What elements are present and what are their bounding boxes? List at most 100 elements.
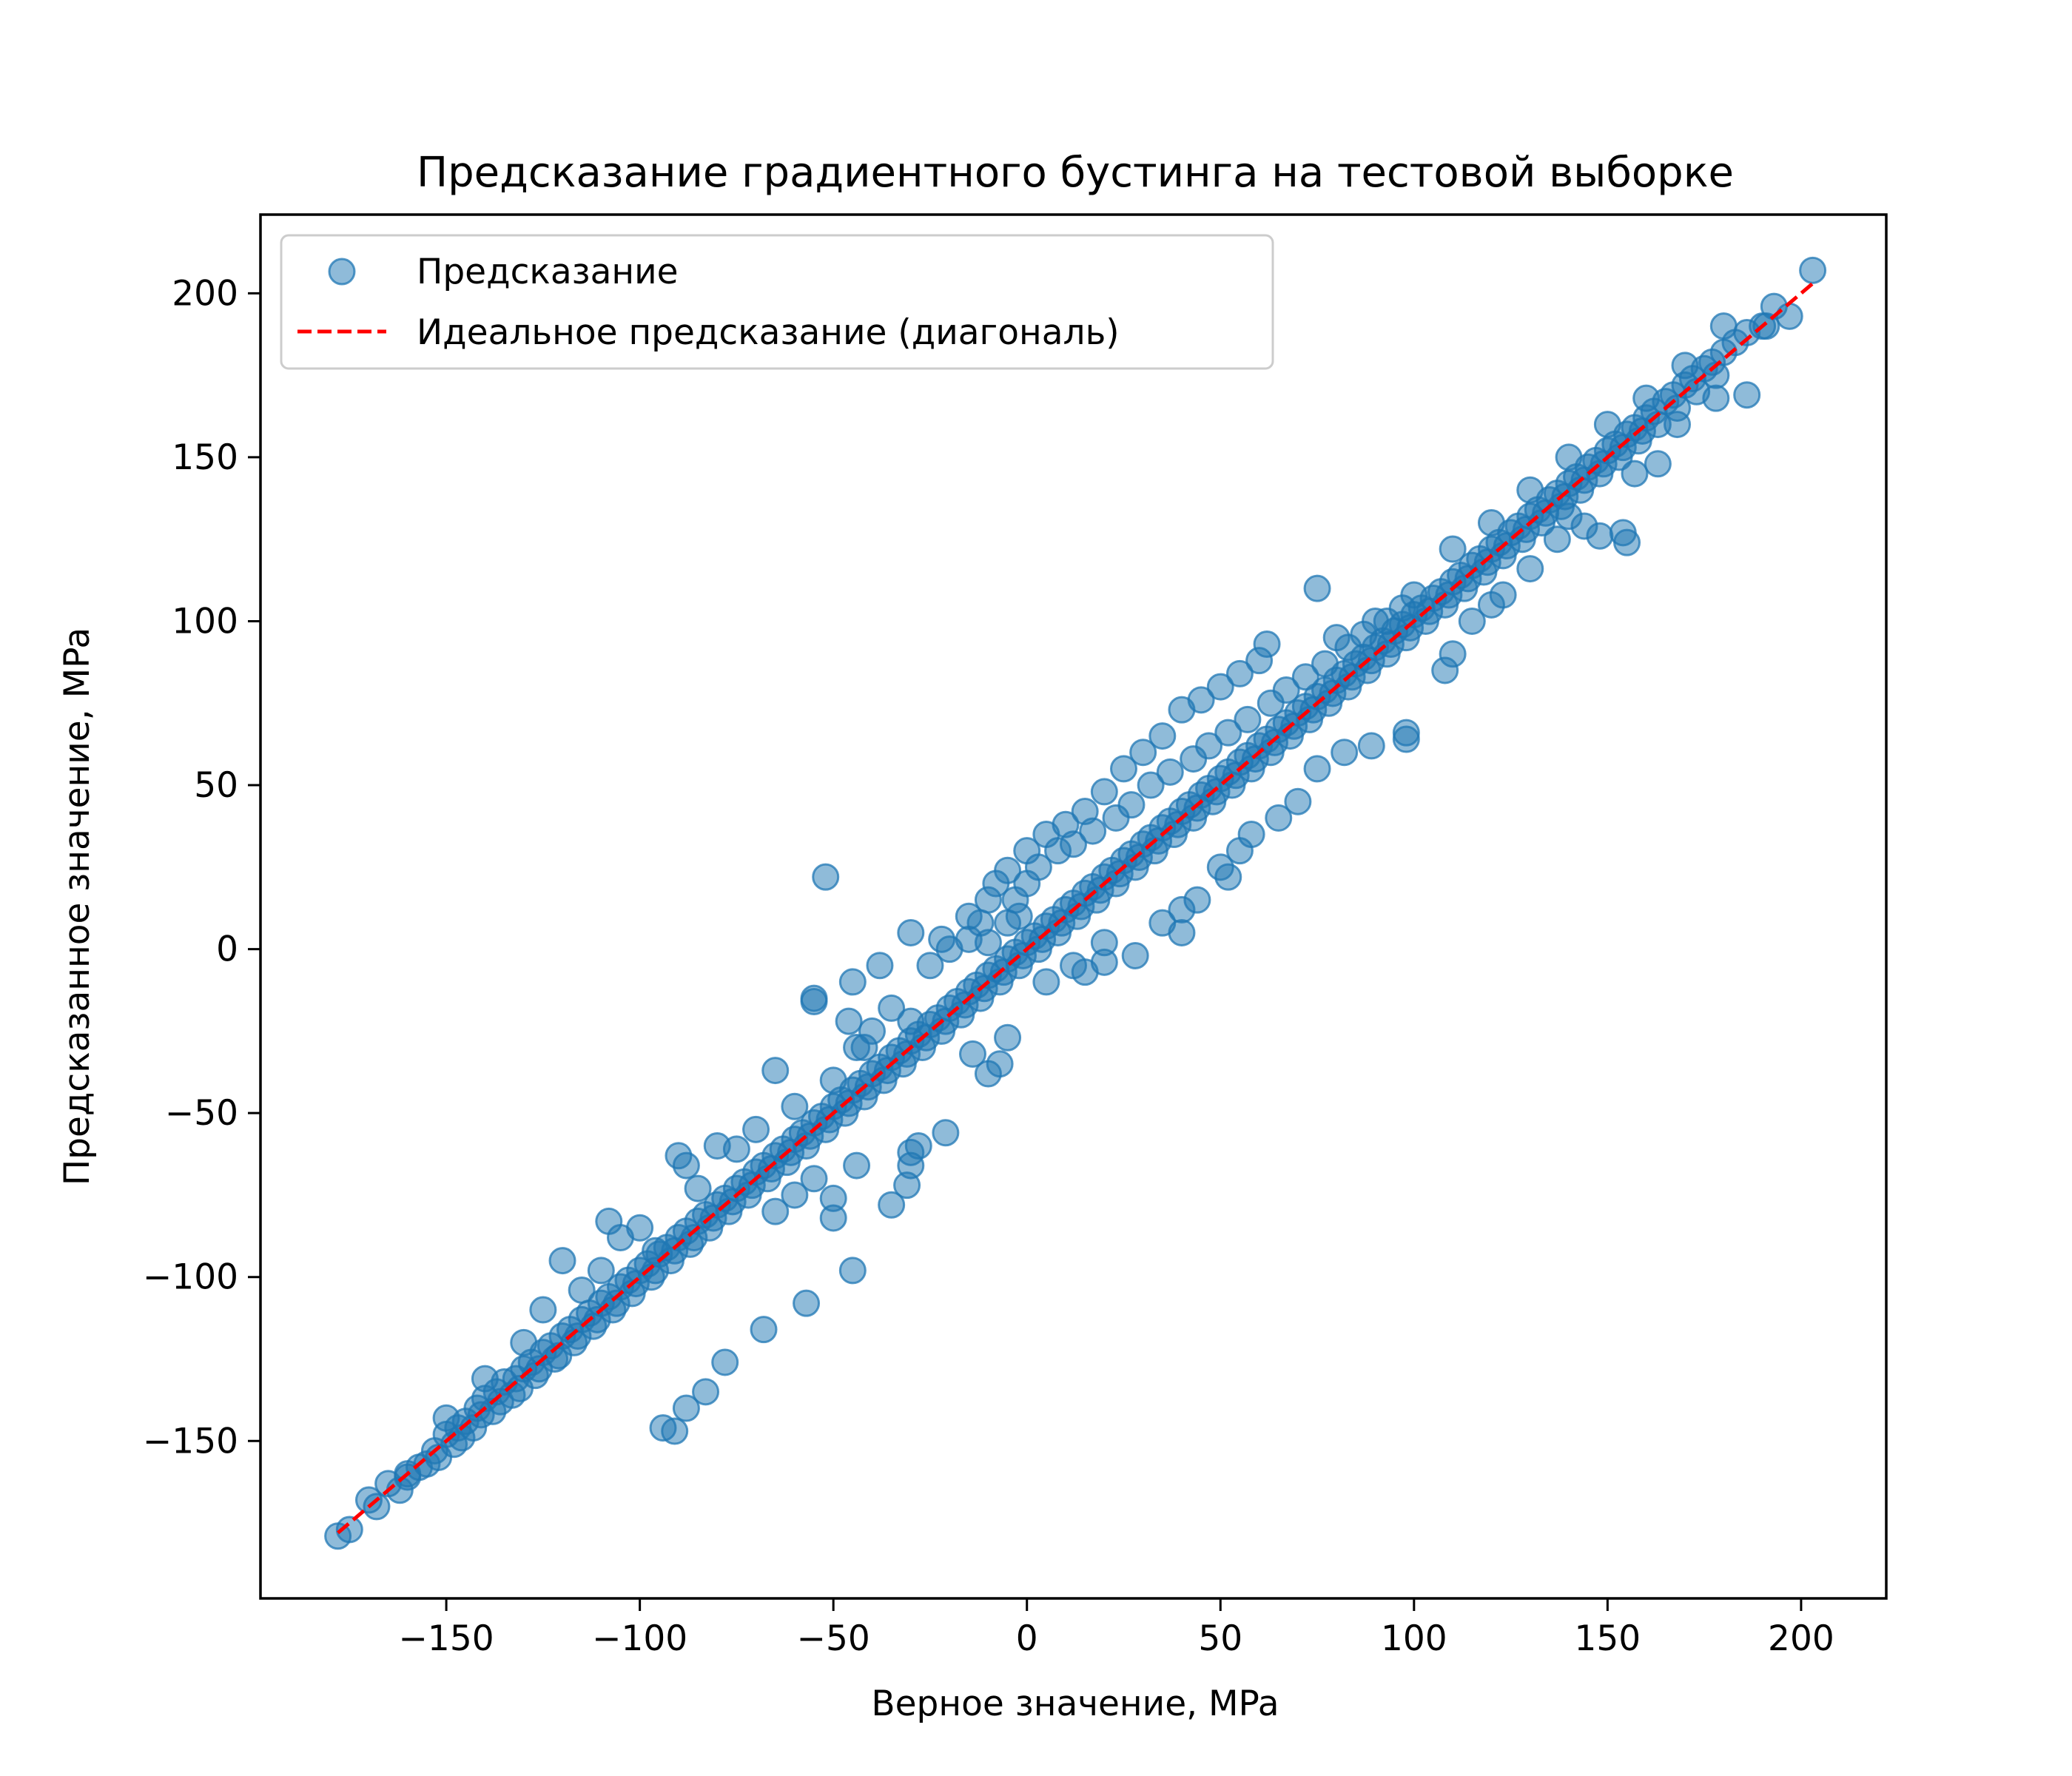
scatter-point	[1110, 755, 1138, 783]
scatter-point	[1048, 909, 1076, 937]
scatter-point	[793, 1289, 821, 1317]
scatter-point	[564, 1322, 592, 1350]
scatter-point	[1416, 597, 1444, 625]
scatter-point	[1187, 686, 1215, 714]
scatter-point	[897, 1138, 925, 1166]
scatter-point	[1156, 758, 1184, 786]
scatter-points	[324, 256, 1827, 1550]
x-tick-label: −150	[399, 1618, 494, 1659]
scatter-point	[1195, 732, 1223, 760]
y-axis-ticks: −150 −100 −50 0 50 100 150 200	[143, 273, 260, 1462]
scatter-point	[1168, 918, 1196, 946]
scatter-point	[680, 1224, 708, 1252]
scatter-point	[1473, 548, 1501, 576]
scatter-point	[1284, 787, 1312, 815]
scatter-point	[838, 1257, 867, 1285]
scatter-point	[1664, 411, 1692, 439]
x-tick-label: −100	[592, 1618, 687, 1659]
scatter-point	[471, 1365, 499, 1393]
scatter-point	[1060, 830, 1087, 858]
scatter-point	[1206, 673, 1234, 701]
scatter-point	[1543, 525, 1571, 554]
scatter-point	[1632, 384, 1661, 412]
scatter-point	[622, 1270, 650, 1298]
scatter-point	[510, 1328, 538, 1356]
scatter-point	[1551, 482, 1579, 511]
scatter-point	[642, 1257, 670, 1285]
y-tick-label: 200	[172, 273, 238, 314]
scatter-point	[1709, 312, 1738, 340]
scatter-point	[781, 1092, 809, 1120]
scatter-point	[843, 1151, 871, 1180]
scatter-point	[1799, 256, 1827, 284]
scatter-point	[912, 1023, 941, 1052]
x-tick-label: 200	[1768, 1618, 1834, 1659]
scatter-point	[1458, 607, 1486, 635]
diagonal-line	[337, 282, 1814, 1535]
scatter-point	[1291, 663, 1319, 691]
scatter-point	[916, 952, 944, 980]
scatter-point	[1439, 535, 1467, 563]
scatter-point	[568, 1276, 596, 1304]
scatter-point	[1202, 778, 1231, 806]
scatter-point	[835, 1007, 863, 1035]
scatter-point	[955, 902, 983, 930]
scatter-point	[1303, 755, 1331, 783]
scatter-point	[1024, 853, 1052, 881]
scatter-point	[970, 975, 998, 1003]
scatter-point	[843, 1034, 871, 1062]
scatter-point	[781, 1181, 809, 1209]
scatter-point	[800, 1165, 828, 1193]
legend-box	[280, 234, 1274, 370]
x-axis-ticks: −150 −100 −50 0 50 100 150 200	[399, 1598, 1834, 1659]
scatter-point	[1628, 417, 1656, 445]
scatter-point	[672, 1394, 700, 1422]
y-tick-label: −100	[143, 1257, 238, 1298]
scatter-point	[1125, 844, 1153, 872]
y-tick-label: −50	[165, 1093, 238, 1134]
scatter-point	[761, 1197, 790, 1225]
x-tick-label: 100	[1381, 1618, 1447, 1659]
scatter-point	[750, 1316, 778, 1344]
scatter-point	[602, 1289, 630, 1317]
scatter-point	[711, 1348, 739, 1376]
scatter-point	[1775, 302, 1803, 330]
scatter-point	[974, 929, 1002, 957]
y-axis-label: Предсказанное значение, MPa	[57, 628, 98, 1185]
y-tick-label: 50	[194, 765, 238, 806]
scatter-point	[1303, 574, 1331, 602]
scatter-point	[1253, 630, 1281, 658]
scatter-point	[1477, 509, 1505, 537]
scatter-point	[878, 994, 906, 1022]
scatter-point	[819, 1066, 847, 1094]
scatter-point	[986, 1050, 1014, 1078]
scatter-point	[1129, 739, 1157, 767]
scatter-point	[548, 1247, 576, 1275]
y-tick-label: 0	[216, 929, 238, 970]
diagonal-line-layer	[337, 282, 1814, 1535]
scatter-point	[928, 925, 956, 953]
legend: Предсказание Идеальное предсказание (диа…	[280, 234, 1274, 370]
scatter-point	[1311, 650, 1339, 678]
scatter-point	[672, 1151, 700, 1180]
scatter-point	[1439, 640, 1467, 668]
scatter-point	[1183, 886, 1211, 914]
scatter-point	[1489, 581, 1517, 609]
scatter-point	[1272, 676, 1300, 704]
scatter-point	[1357, 732, 1385, 760]
scatter-point	[394, 1463, 422, 1491]
scatter-point	[1338, 663, 1366, 691]
scatter-point	[761, 1057, 790, 1085]
scatter-point	[1586, 522, 1614, 550]
scatter-point	[587, 1257, 615, 1285]
scatter-point	[1225, 659, 1254, 687]
scatter-point	[722, 1135, 750, 1163]
scatter-point	[467, 1401, 495, 1429]
scatter-point	[1234, 705, 1262, 733]
x-tick-label: 50	[1198, 1618, 1242, 1659]
scatter-point	[958, 1040, 986, 1068]
x-axis-label: Верное значение, MPa	[871, 1684, 1279, 1724]
scatter-point	[742, 1115, 770, 1143]
scatter-point	[684, 1174, 712, 1202]
